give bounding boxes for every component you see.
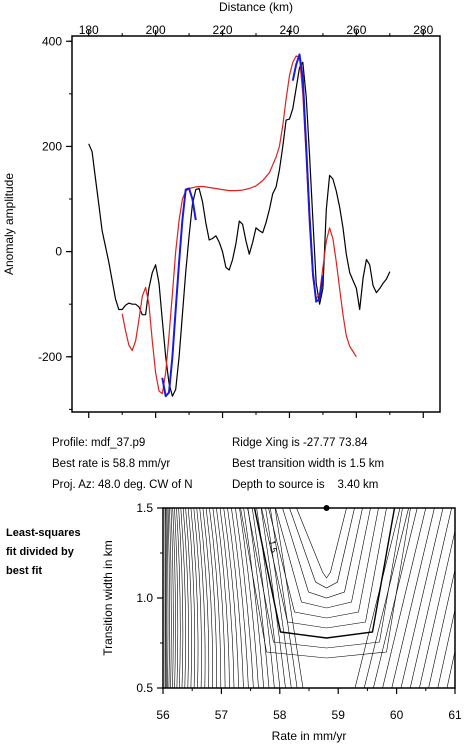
contour-line-right <box>363 508 409 688</box>
series-line-2 <box>161 187 197 398</box>
x-tick-label: 58 <box>273 708 287 722</box>
side-label: Least-squares fit divided by best fit <box>6 524 106 581</box>
x-tick-label: 180 <box>79 23 99 37</box>
contour-line-left <box>170 508 174 688</box>
contour-line-right <box>400 508 444 688</box>
contour-line-inner <box>253 508 396 639</box>
contour-line-left <box>196 508 206 688</box>
contour-line-inner <box>296 508 347 579</box>
contour-line-left <box>174 508 179 688</box>
y-tick-label: 0.5 <box>136 681 153 695</box>
contour-line-left <box>216 508 230 688</box>
profile-text: Profile: mdf_37.p9 <box>52 437 146 449</box>
contour-line-left <box>172 508 176 688</box>
series-line-1 <box>121 55 357 395</box>
ridge-xing-text: Ridge Xing is -27.77 73.84 <box>232 437 368 449</box>
depth-text: Depth to source is 3.40 km <box>232 479 379 491</box>
contour-label: 1.5 <box>267 539 279 553</box>
contour-line-left <box>274 508 304 688</box>
x-tick-label: 59 <box>332 708 346 722</box>
contour-line-right <box>391 508 435 688</box>
contour-line-right <box>409 508 452 688</box>
contour-line-right <box>446 649 455 688</box>
contour-line-left <box>185 508 192 688</box>
x-tick-label: 240 <box>279 23 299 37</box>
contour-line-left <box>190 508 199 688</box>
proj-az-text: Proj. Az: 48.0 deg. CW of N <box>52 479 193 491</box>
contour-line-left <box>187 508 196 688</box>
x-tick-label: 280 <box>413 23 433 37</box>
contour-line-left <box>247 508 270 688</box>
series-line-0 <box>88 61 391 397</box>
contour-line-left <box>193 508 202 688</box>
contour-line-left <box>227 508 244 688</box>
side-label-line: Least-squares <box>6 527 81 539</box>
contour-line-right <box>437 608 455 688</box>
contour-line-left <box>231 508 249 688</box>
side-label-line: fit divided by <box>6 546 74 558</box>
contour-line-inner <box>282 508 363 599</box>
best-transition-text: Best transition width is 1.5 km <box>232 458 385 470</box>
contour-line-inner <box>240 508 411 659</box>
contour-line-inner <box>247 508 403 649</box>
contour-line-inner <box>268 508 379 619</box>
x-tick-label: 57 <box>215 708 229 722</box>
y-tick-label: 400 <box>42 34 62 48</box>
contour-line-left <box>223 508 239 688</box>
contour-line-left <box>166 508 169 688</box>
y-axis-label: Anomaly amplitude <box>2 173 16 275</box>
contour-line-inner <box>289 508 355 589</box>
contour-line-left <box>165 508 167 688</box>
contour-line-inner <box>275 508 371 609</box>
misfit-contour-chart: 56 57 58 59 60 61 1.5 1.0 0.5 Rate in mm/yr Transi… <box>101 501 467 743</box>
contour-line-left <box>182 508 189 688</box>
series-line-3 <box>291 53 324 303</box>
y-tick-label: -200 <box>38 350 62 364</box>
best-fit-marker <box>323 505 330 511</box>
plot-frame <box>71 35 441 413</box>
contour-line-left <box>176 508 181 688</box>
contour-line-right <box>428 568 455 688</box>
contour-line-right <box>419 529 455 688</box>
x-tick-label: 260 <box>346 23 366 37</box>
contour-line-left <box>205 508 217 688</box>
x-tick-label: 200 <box>146 23 166 37</box>
contour-line-left <box>235 508 254 688</box>
y-tick-label: 1.5 <box>136 501 153 515</box>
contour-line-left <box>219 508 235 688</box>
contour-line-left <box>251 508 275 688</box>
contour-line-right <box>382 508 427 688</box>
y-axis-label: Transition width in km <box>101 540 115 656</box>
plot-frame <box>162 507 456 689</box>
contour-line-left <box>202 508 213 688</box>
contour-line-left <box>239 508 259 688</box>
x-tick-label: 60 <box>390 708 404 722</box>
contour-line-left <box>209 508 222 688</box>
contour-line-left <box>178 508 184 688</box>
contour-line-left <box>212 508 226 688</box>
y-tick-label: 0 <box>55 245 62 259</box>
anomaly-chart: 180 200 220 240 260 280 400 200 0 -200 Distance (k… <box>2 0 441 418</box>
contour-line-left <box>180 508 186 688</box>
contour-line-right <box>354 508 401 688</box>
y-tick-label: 200 <box>42 139 62 153</box>
side-label-line: best fit <box>6 565 43 577</box>
contour-line-left <box>256 508 281 688</box>
contour-line-inner <box>261 508 387 629</box>
contour-line-left <box>199 508 210 688</box>
x-tick-label: 56 <box>156 708 170 722</box>
x-tick-label: 220 <box>213 23 233 37</box>
x-tick-label: 61 <box>448 708 462 722</box>
contour-lines <box>164 508 467 688</box>
contour-line-left <box>169 508 172 688</box>
best-rate-text: Best rate is 58.8 mm/yr <box>52 458 171 470</box>
contour-line-left <box>265 508 292 688</box>
x-axis-label: Distance (km) <box>219 0 293 14</box>
contour-line-left <box>243 508 264 688</box>
contour-line-left <box>167 508 170 688</box>
x-axis-label: Rate in mm/yr <box>272 729 347 743</box>
contour-line-right <box>456 508 467 688</box>
y-tick-label: 1.0 <box>136 591 153 605</box>
